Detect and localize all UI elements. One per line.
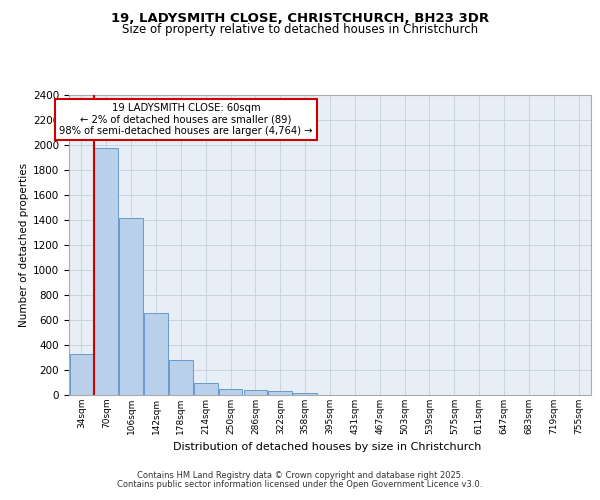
Bar [219,389,242,395]
Text: Contains HM Land Registry data © Crown copyright and database right 2025.: Contains HM Land Registry data © Crown c… [137,471,463,480]
Bar [94,148,118,395]
Y-axis label: Number of detached properties: Number of detached properties [19,163,29,327]
Bar [144,313,168,395]
Bar [119,218,143,395]
Bar [169,360,193,395]
Bar [194,382,218,395]
Bar [293,392,317,395]
Text: Contains public sector information licensed under the Open Government Licence v3: Contains public sector information licen… [118,480,482,489]
Text: Size of property relative to detached houses in Christchurch: Size of property relative to detached ho… [122,22,478,36]
Text: 19, LADYSMITH CLOSE, CHRISTCHURCH, BH23 3DR: 19, LADYSMITH CLOSE, CHRISTCHURCH, BH23 … [111,12,489,26]
Bar [268,390,292,395]
Text: Distribution of detached houses by size in Christchurch: Distribution of detached houses by size … [173,442,481,452]
Bar [244,390,267,395]
Text: 19 LADYSMITH CLOSE: 60sqm
← 2% of detached houses are smaller (89)
98% of semi-d: 19 LADYSMITH CLOSE: 60sqm ← 2% of detach… [59,102,313,136]
Bar [70,354,93,395]
